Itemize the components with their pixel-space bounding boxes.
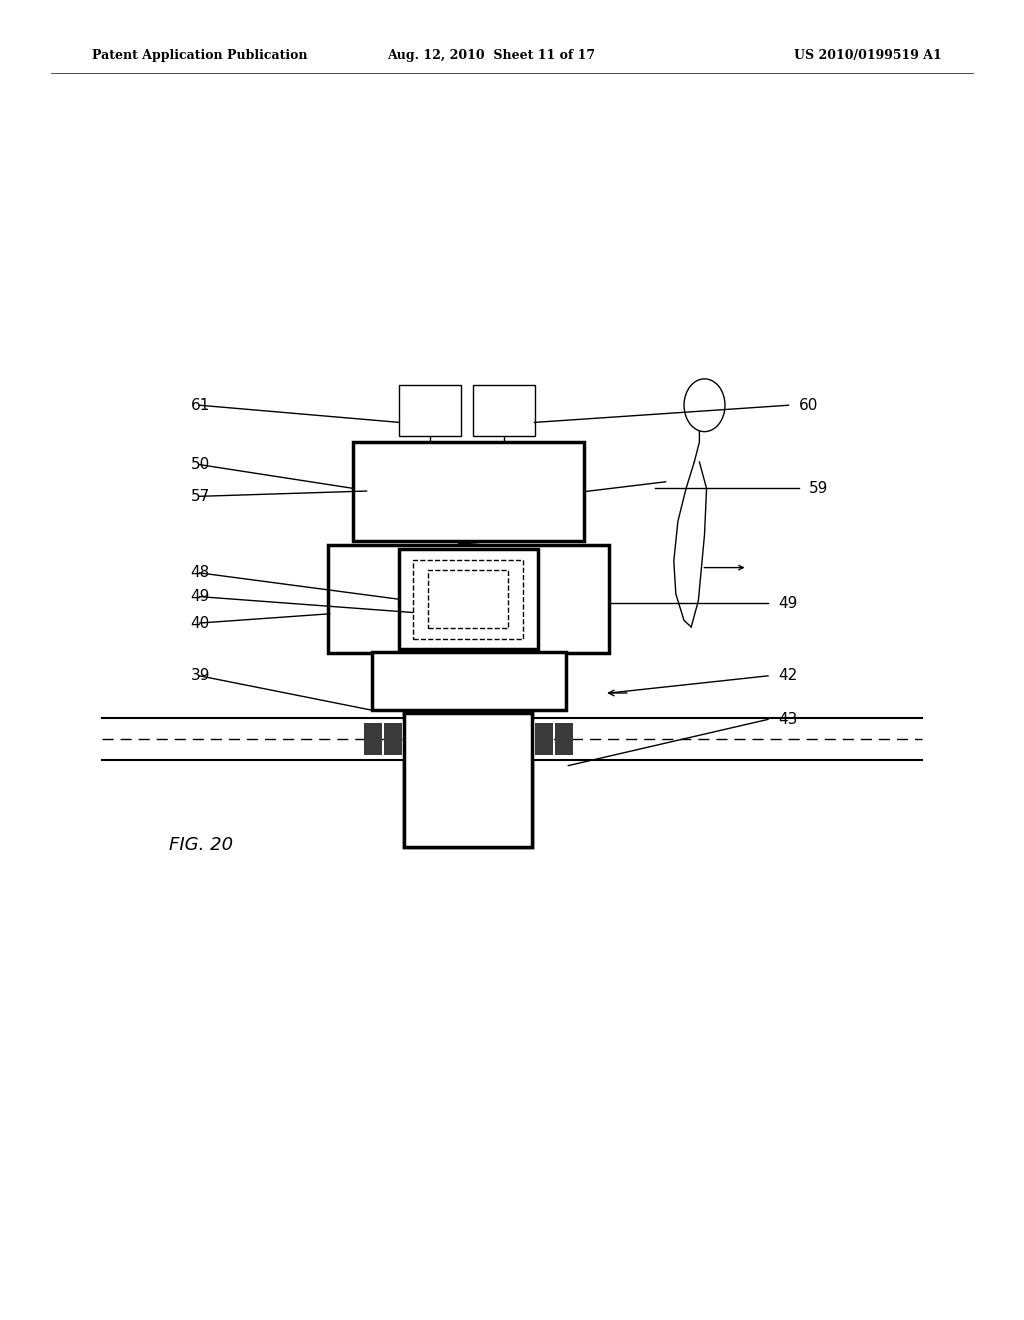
Text: 59: 59 <box>809 480 828 496</box>
Text: Aug. 12, 2010  Sheet 11 of 17: Aug. 12, 2010 Sheet 11 of 17 <box>387 49 596 62</box>
Text: 57: 57 <box>190 488 210 504</box>
Text: 39: 39 <box>190 668 210 684</box>
FancyBboxPatch shape <box>364 723 382 755</box>
FancyBboxPatch shape <box>372 719 566 759</box>
Text: 40: 40 <box>190 615 210 631</box>
Text: 50: 50 <box>190 457 210 473</box>
FancyBboxPatch shape <box>328 545 609 653</box>
FancyBboxPatch shape <box>473 385 535 436</box>
Text: 48: 48 <box>190 565 210 581</box>
FancyBboxPatch shape <box>413 560 523 639</box>
Text: 60: 60 <box>799 397 818 413</box>
Text: 49: 49 <box>778 595 798 611</box>
Text: 49: 49 <box>190 589 210 605</box>
Text: 61: 61 <box>190 397 210 413</box>
Text: 42: 42 <box>778 668 798 684</box>
Text: FIG. 20: FIG. 20 <box>169 836 233 854</box>
FancyBboxPatch shape <box>428 570 508 628</box>
Text: Patent Application Publication: Patent Application Publication <box>92 49 307 62</box>
FancyBboxPatch shape <box>384 723 402 755</box>
Text: US 2010/0199519 A1: US 2010/0199519 A1 <box>795 49 942 62</box>
FancyBboxPatch shape <box>535 723 553 755</box>
FancyBboxPatch shape <box>555 723 573 755</box>
FancyBboxPatch shape <box>353 442 584 541</box>
FancyBboxPatch shape <box>399 385 461 436</box>
FancyBboxPatch shape <box>399 549 538 649</box>
FancyBboxPatch shape <box>404 713 532 847</box>
Text: 43: 43 <box>778 711 798 727</box>
FancyBboxPatch shape <box>372 652 566 710</box>
FancyBboxPatch shape <box>404 718 532 760</box>
FancyBboxPatch shape <box>404 713 532 847</box>
